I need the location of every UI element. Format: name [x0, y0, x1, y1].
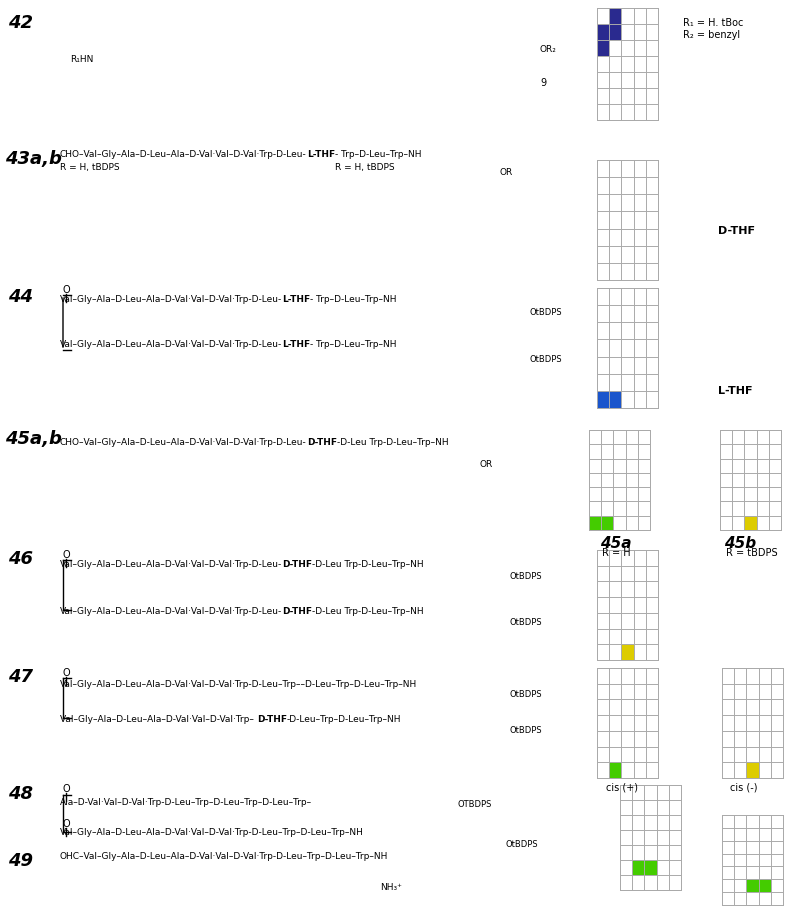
Text: R = H: R = H: [602, 548, 630, 558]
Text: L-THF: L-THF: [282, 340, 310, 349]
Text: 48: 48: [8, 785, 33, 803]
Text: L-THF: L-THF: [282, 295, 310, 304]
Text: O: O: [63, 550, 70, 560]
Bar: [722, 668, 783, 778]
Text: OtBDPS: OtBDPS: [510, 618, 543, 627]
Bar: [720, 430, 781, 530]
Text: OtBDPS: OtBDPS: [510, 690, 543, 699]
Text: Ala–D-Val·Val–D-Val·Trp-D-Leu–Trp–D-Leu–Trp–D-Leu–Trp–: Ala–D-Val·Val–D-Val·Trp-D-Leu–Trp–D-Leu–…: [60, 798, 312, 807]
Text: NH₃⁺: NH₃⁺: [380, 883, 402, 892]
Text: 45b: 45b: [724, 536, 756, 551]
Text: OHC–Val–Gly–Ala–D-Leu–Ala–D-Val·Val–D-Val·Trp-D-Leu–Trp–D-Leu–Trp–NH: OHC–Val–Gly–Ala–D-Leu–Ala–D-Val·Val–D-Va…: [60, 852, 388, 861]
Bar: [747, 763, 759, 778]
Bar: [597, 24, 610, 40]
Text: O: O: [63, 784, 70, 794]
Text: -D-Leu Trp-D-Leu–Trp–NH: -D-Leu Trp-D-Leu–Trp–NH: [337, 438, 448, 447]
Text: O: O: [63, 285, 70, 295]
Text: Val–Gly–Ala–D-Leu–Ala–D-Val·Val–D-Val·Trp-D-Leu-: Val–Gly–Ala–D-Leu–Ala–D-Val·Val–D-Val·Tr…: [60, 340, 282, 349]
Text: 49: 49: [8, 852, 33, 870]
Text: 46: 46: [8, 550, 33, 568]
Text: OTBDPS: OTBDPS: [458, 800, 492, 809]
Text: -D-Leu–Trp–D-Leu–Trp–NH: -D-Leu–Trp–D-Leu–Trp–NH: [287, 715, 401, 724]
Text: D-THF: D-THF: [282, 560, 312, 569]
Bar: [622, 644, 634, 660]
Text: D-THF: D-THF: [282, 607, 312, 616]
Text: OtBDPS: OtBDPS: [510, 572, 543, 581]
Text: CHO–Val–Gly–Ala–D-Leu–Ala–D-Val·Val–D-Val·Trp-D-Leu-: CHO–Val–Gly–Ala–D-Leu–Ala–D-Val·Val–D-Va…: [60, 150, 306, 159]
Text: 43a,b: 43a,b: [5, 150, 62, 168]
Text: 45a,b: 45a,b: [5, 430, 62, 448]
Bar: [602, 515, 614, 530]
Bar: [597, 8, 658, 120]
Bar: [747, 879, 759, 892]
Text: cis (+): cis (+): [606, 783, 638, 793]
Text: R₂ = benzyl: R₂ = benzyl: [683, 30, 740, 40]
Text: -D-Leu Trp-D-Leu–Trp–NH: -D-Leu Trp-D-Leu–Trp–NH: [312, 560, 424, 569]
Bar: [610, 763, 622, 778]
Text: R₁HN: R₁HN: [70, 55, 93, 64]
Text: OtBDPS: OtBDPS: [530, 355, 563, 364]
Bar: [597, 668, 658, 778]
Text: 45a: 45a: [600, 536, 631, 551]
Text: 44: 44: [8, 288, 33, 306]
Text: - Trp–D-Leu–Trp–NH: - Trp–D-Leu–Trp–NH: [335, 150, 421, 159]
Bar: [759, 879, 771, 892]
Text: O: O: [63, 819, 70, 829]
Text: D-THF: D-THF: [306, 438, 337, 447]
Bar: [620, 785, 681, 890]
Bar: [610, 8, 622, 24]
Text: cis (-): cis (-): [730, 783, 758, 793]
Bar: [644, 860, 657, 875]
Bar: [597, 288, 658, 408]
Text: Val–Gly–Ala–D-Leu–Ala–D-Val·Val–D-Val·Trp-D-Leu–Trp––D-Leu–Trp–D-Leu–Trp–NH: Val–Gly–Ala–D-Leu–Ala–D-Val·Val–D-Val·Tr…: [60, 680, 417, 689]
Text: R = H, tBDPS: R = H, tBDPS: [60, 163, 119, 172]
Bar: [597, 160, 658, 280]
Text: OR: OR: [500, 168, 513, 177]
Bar: [722, 815, 783, 905]
Text: 47: 47: [8, 668, 33, 686]
Bar: [589, 430, 650, 530]
Text: OtBDPS: OtBDPS: [530, 308, 563, 317]
Bar: [597, 391, 610, 408]
Text: OtBDPS: OtBDPS: [505, 840, 537, 849]
Bar: [597, 550, 658, 660]
Text: O: O: [63, 668, 70, 678]
Text: R = H, tBDPS: R = H, tBDPS: [335, 163, 395, 172]
Bar: [632, 860, 644, 875]
Bar: [610, 391, 622, 408]
Text: OR₂: OR₂: [540, 45, 557, 54]
Text: R = tBDPS: R = tBDPS: [726, 548, 778, 558]
Text: D-THF: D-THF: [718, 226, 755, 236]
Bar: [589, 515, 602, 530]
Text: L-THF: L-THF: [718, 386, 752, 396]
Text: Val–Gly–Ala–D-Leu–Ala–D-Val·Val–D-Val·Trp-D-Leu-: Val–Gly–Ala–D-Leu–Ala–D-Val·Val–D-Val·Tr…: [60, 607, 282, 616]
Text: D-THF: D-THF: [257, 715, 287, 724]
Text: OtBDPS: OtBDPS: [510, 726, 543, 735]
Text: Val–Gly–Ala–D-Leu–Ala–D-Val·Val–D-Val·Trp-D-Leu-: Val–Gly–Ala–D-Leu–Ala–D-Val·Val–D-Val·Tr…: [60, 295, 282, 304]
Text: 9: 9: [540, 78, 546, 88]
Text: Val–Gly–Ala–D-Leu–Ala–D-Val·Val–D-Val·Trp–: Val–Gly–Ala–D-Leu–Ala–D-Val·Val–D-Val·Tr…: [60, 715, 257, 724]
Text: 42: 42: [8, 14, 33, 32]
Text: - Trp–D-Leu–Trp–NH: - Trp–D-Leu–Trp–NH: [310, 295, 397, 304]
Bar: [610, 24, 622, 40]
Text: CHO–Val–Gly–Ala–D-Leu–Ala–D-Val·Val–D-Val·Trp-D-Leu-: CHO–Val–Gly–Ala–D-Leu–Ala–D-Val·Val–D-Va…: [60, 438, 306, 447]
Text: OR: OR: [480, 460, 493, 469]
Text: -D-Leu Trp-D-Leu–Trp–NH: -D-Leu Trp-D-Leu–Trp–NH: [312, 607, 424, 616]
Bar: [597, 40, 610, 56]
Text: Val–Gly–Ala–D-Leu–Ala–D-Val·Val–D-Val·Trp-D-Leu–Trp–D-Leu–Trp–NH: Val–Gly–Ala–D-Leu–Ala–D-Val·Val–D-Val·Tr…: [60, 828, 364, 837]
Text: L-THF: L-THF: [306, 150, 335, 159]
Bar: [744, 515, 756, 530]
Text: - Trp–D-Leu–Trp–NH: - Trp–D-Leu–Trp–NH: [310, 340, 397, 349]
Text: R₁ = H. tBoc: R₁ = H. tBoc: [683, 18, 743, 28]
Text: Val–Gly–Ala–D-Leu–Ala–D-Val·Val–D-Val·Trp-D-Leu-: Val–Gly–Ala–D-Leu–Ala–D-Val·Val–D-Val·Tr…: [60, 560, 282, 569]
